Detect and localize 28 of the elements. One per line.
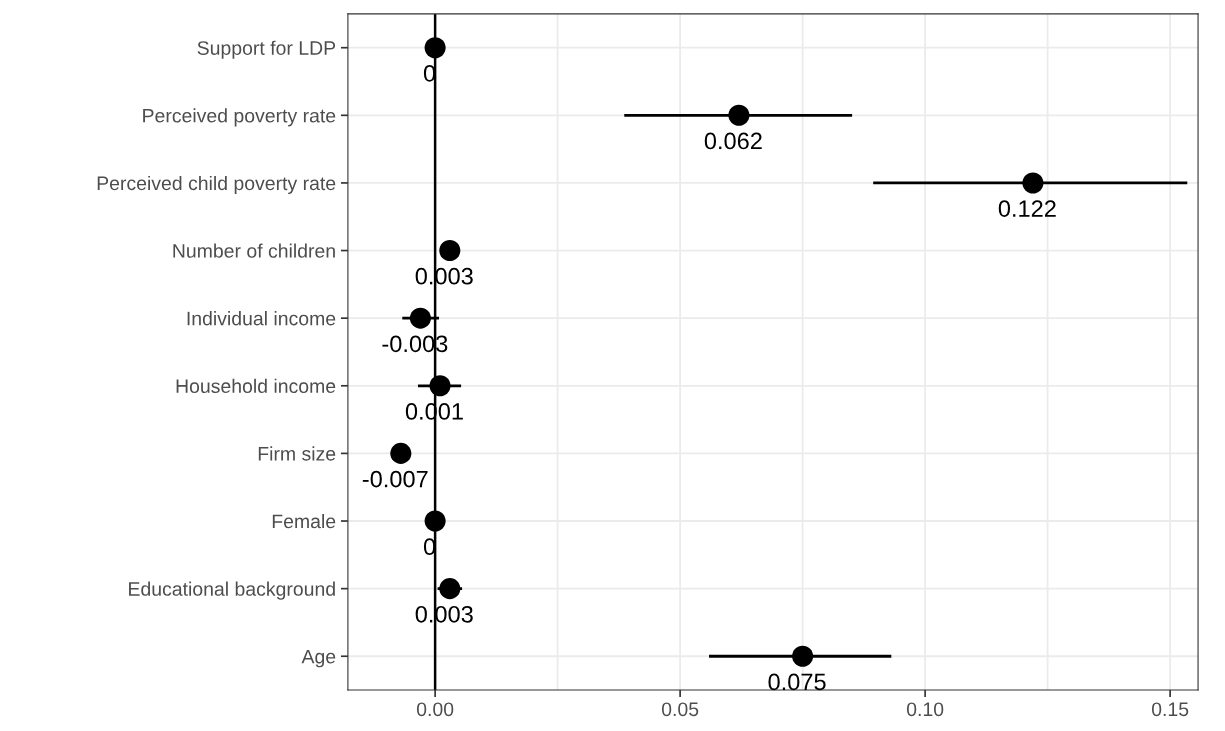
point [439, 240, 461, 262]
point [1022, 172, 1044, 194]
point [424, 37, 446, 59]
point [728, 104, 750, 126]
y-tick-label: Educational background [129, 581, 335, 600]
point [424, 510, 446, 532]
x-tick-label: 0.10 [906, 702, 944, 717]
x-tick-label: 0.05 [661, 702, 699, 717]
data-label: -0.007 [362, 470, 428, 488]
y-tick-label: Household income [176, 378, 336, 394]
y-tick-label: Perceived child poverty rate [97, 175, 336, 195]
point [390, 442, 412, 464]
y-tick-label: Support for LDP [197, 40, 336, 59]
data-label: 0.062 [704, 132, 762, 150]
y-tick-label: Age [301, 649, 336, 668]
y-tick-label: Perceived poverty rate [143, 108, 336, 127]
point [429, 375, 451, 397]
y-tick-label: Firm size [258, 446, 336, 461]
x-tick-label: 0.00 [416, 702, 454, 717]
y-tick-label: Individual income [187, 311, 336, 326]
data-label: 0.122 [998, 200, 1056, 217]
y-tick-label: Number of children [173, 243, 335, 258]
point [439, 578, 461, 600]
x-tick-label: 0.15 [1151, 702, 1189, 717]
point [409, 307, 431, 329]
data-label: 0.075 [768, 673, 826, 691]
y-tick-label: Female [272, 513, 336, 529]
point [792, 645, 814, 667]
